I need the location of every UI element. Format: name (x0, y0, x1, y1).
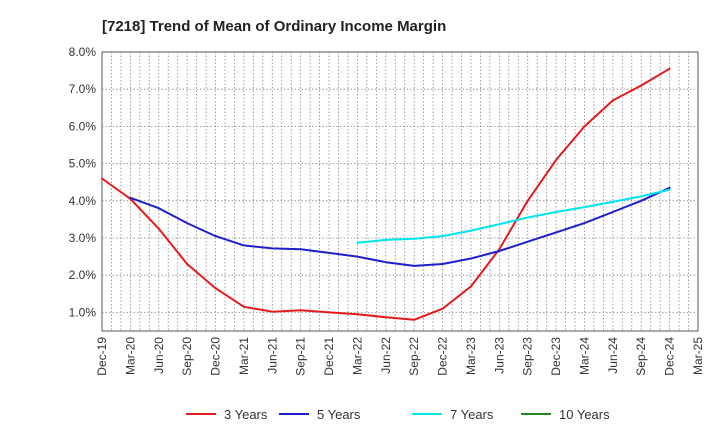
y-tick-label: 2.0% (69, 268, 97, 282)
x-tick-label: Sep-22 (407, 337, 421, 376)
legend: 3 Years 5 Years 7 Years 10 Years (186, 407, 610, 422)
x-tick-label: Mar-22 (350, 337, 364, 375)
y-tick-label: 4.0% (69, 194, 97, 208)
plot-frame (101, 51, 699, 332)
grid (102, 52, 698, 331)
plot-area (101, 51, 699, 332)
x-tick-label: Jun-20 (152, 337, 166, 374)
x-tick-label: Mar-21 (237, 337, 251, 375)
y-tick-label: 8.0% (69, 45, 97, 59)
x-tick-label: Jun-21 (265, 337, 279, 374)
x-tick-label: Sep-21 (294, 337, 308, 376)
series-line-5-years (129, 186, 671, 267)
x-tick-label: Mar-20 (123, 337, 137, 375)
x-tick-label: Jun-24 (606, 337, 620, 374)
x-tick-label: Mar-23 (464, 337, 478, 375)
legend-label: 7 Years (450, 407, 494, 422)
y-tick-label: 6.0% (69, 119, 97, 133)
legend-label: 3 Years (224, 407, 268, 422)
x-tick-label: Sep-24 (634, 337, 648, 376)
y-tick-label: 3.0% (69, 231, 97, 245)
series-line-7-years (356, 188, 671, 244)
x-tick-label: Sep-23 (521, 337, 535, 376)
x-tick-label: Jun-22 (379, 337, 393, 374)
x-tick-label: Dec-20 (209, 337, 223, 376)
y-tick-label: 1.0% (69, 305, 97, 319)
legend-label: 5 Years (317, 407, 361, 422)
x-axis: Dec-19 Mar-20 Jun-20 Sep-20 Dec-20 Mar-21 Jun-… (95, 337, 705, 376)
x-tick-label: Sep-20 (180, 337, 194, 376)
y-tick-label: 7.0% (69, 82, 97, 96)
series-line-3-years (101, 67, 671, 321)
legend-label: 10 Years (559, 407, 610, 422)
x-tick-label: Dec-24 (663, 337, 677, 376)
y-axis: 1.0% 2.0% 3.0% 4.0% 5.0% 6.0% 7.0% 8.0% (69, 45, 97, 319)
y-tick-label: 5.0% (69, 157, 97, 171)
x-tick-label: Jun-23 (492, 337, 506, 374)
chart-title: [7218] Trend of Mean of Ordinary Income … (102, 18, 446, 35)
x-tick-label: Dec-19 (95, 337, 109, 376)
x-tick-label: Dec-22 (436, 337, 450, 376)
x-tick-label: Mar-25 (691, 337, 705, 375)
series-lines (101, 67, 671, 321)
x-tick-label: Dec-23 (549, 337, 563, 376)
x-tick-label: Dec-21 (322, 337, 336, 376)
x-tick-label: Mar-24 (577, 337, 591, 375)
